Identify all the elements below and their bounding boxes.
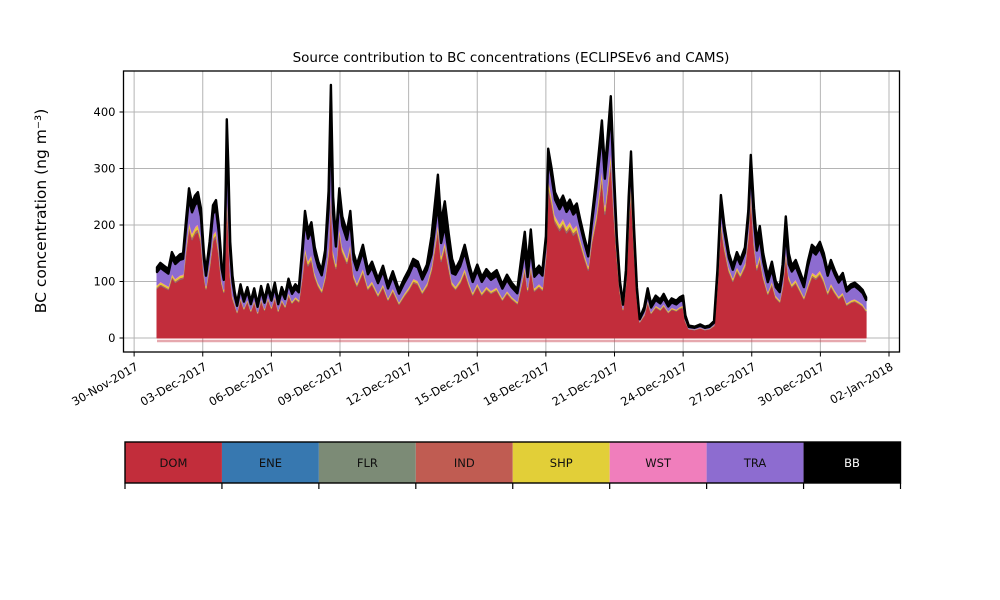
legend-item-IND: IND bbox=[415, 442, 513, 483]
legend-swatch-DOM bbox=[125, 442, 222, 483]
x-tick-label: 21-Dec-2017 bbox=[550, 359, 621, 408]
legend-label-BB: BB bbox=[844, 456, 860, 470]
x-tick-label: 24-Dec-2017 bbox=[618, 359, 689, 408]
x-tick-label: 27-Dec-2017 bbox=[687, 359, 758, 408]
legend-label-FLR: FLR bbox=[357, 456, 378, 470]
legend-label-DOM: DOM bbox=[160, 456, 188, 470]
legend-label-IND: IND bbox=[454, 456, 475, 470]
legend-swatch-WST bbox=[609, 442, 707, 483]
area-BB bbox=[155, 83, 868, 329]
x-tick-label: 12-Dec-2017 bbox=[344, 359, 415, 408]
legend-swatch-SHP bbox=[512, 442, 610, 483]
x-tick-label: 06-Dec-2017 bbox=[206, 359, 277, 408]
legend-label-ENE: ENE bbox=[259, 456, 282, 470]
legend: DOM ENE FLR IND SHP WST TRA BB bbox=[124, 441, 902, 489]
x-tick-label: 30-Nov-2017 bbox=[69, 359, 140, 408]
y-axis-label: BC concentration (ng m⁻³) bbox=[32, 109, 50, 314]
legend-label-SHP: SHP bbox=[550, 456, 573, 470]
plot-border bbox=[122, 70, 901, 353]
chart-title: Source contribution to BC concentrations… bbox=[293, 50, 730, 66]
legend-label-TRA: TRA bbox=[743, 456, 767, 470]
stacked-areas bbox=[155, 83, 868, 343]
y-tick-label: 200 bbox=[94, 218, 116, 232]
legend-item-DOM: DOM bbox=[125, 442, 222, 483]
x-tick-label: 09-Dec-2017 bbox=[275, 359, 346, 408]
x-tick-label: 02-Jan-2018 bbox=[827, 359, 895, 406]
x-tick-label: 03-Dec-2017 bbox=[138, 359, 209, 408]
legend-item-BB: BB bbox=[803, 442, 901, 483]
y-tick-label: 100 bbox=[94, 275, 116, 289]
legend-swatch-FLR bbox=[318, 442, 416, 483]
y-tick-label: 300 bbox=[94, 162, 116, 176]
legend-swatch-BB bbox=[803, 442, 901, 483]
x-tick-label: 15-Dec-2017 bbox=[412, 359, 483, 408]
legend-swatch-TRA bbox=[706, 442, 804, 483]
legend-swatch-IND bbox=[415, 442, 513, 483]
legend-item-ENE: ENE bbox=[221, 442, 319, 483]
y-tick-label: 0 bbox=[108, 331, 115, 345]
legend-item-FLR: FLR bbox=[318, 442, 416, 483]
legend-label-WST: WST bbox=[645, 456, 672, 470]
legend-swatch-ENE bbox=[221, 442, 319, 483]
x-tick-label: 30-Dec-2017 bbox=[755, 359, 826, 408]
x-tick-label: 18-Dec-2017 bbox=[481, 359, 552, 408]
legend-item-TRA: TRA bbox=[706, 442, 804, 483]
legend-item-SHP: SHP bbox=[512, 442, 610, 483]
legend-item-WST: WST bbox=[609, 442, 707, 483]
y-tick-label: 400 bbox=[94, 105, 116, 119]
